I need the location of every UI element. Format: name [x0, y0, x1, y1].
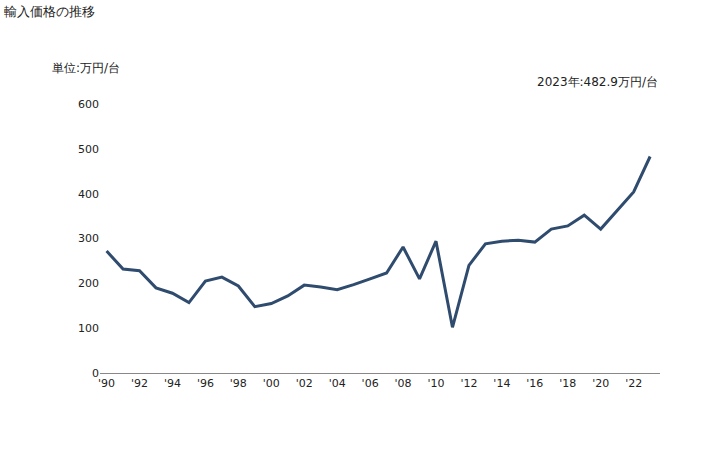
- svg-text:輸入価格の推移: 輸入価格の推移: [4, 4, 95, 19]
- svg-text:'22: '22: [625, 377, 642, 390]
- svg-text:'92: '92: [131, 377, 148, 390]
- svg-text:'96: '96: [197, 377, 214, 390]
- svg-text:400: 400: [78, 188, 99, 201]
- svg-text:'02: '02: [296, 377, 313, 390]
- svg-text:'04: '04: [329, 377, 346, 390]
- svg-text:2023年:482.9万円/台: 2023年:482.9万円/台: [537, 75, 658, 89]
- svg-text:0: 0: [92, 367, 99, 380]
- svg-text:300: 300: [78, 232, 99, 245]
- svg-text:'98: '98: [230, 377, 247, 390]
- svg-text:200: 200: [78, 277, 99, 290]
- svg-text:'90: '90: [98, 377, 115, 390]
- svg-text:'14: '14: [493, 377, 510, 390]
- svg-text:'18: '18: [559, 377, 576, 390]
- svg-text:100: 100: [78, 322, 99, 335]
- svg-text:'12: '12: [460, 377, 477, 390]
- svg-text:'10: '10: [427, 377, 444, 390]
- svg-text:'94: '94: [164, 377, 181, 390]
- svg-text:'20: '20: [592, 377, 609, 390]
- svg-text:'08: '08: [395, 377, 412, 390]
- svg-text:'00: '00: [263, 377, 280, 390]
- svg-text:単位:万円/台: 単位:万円/台: [52, 61, 120, 75]
- svg-text:'16: '16: [526, 377, 543, 390]
- svg-text:600: 600: [78, 98, 99, 111]
- svg-text:'06: '06: [362, 377, 379, 390]
- svg-text:500: 500: [78, 143, 99, 156]
